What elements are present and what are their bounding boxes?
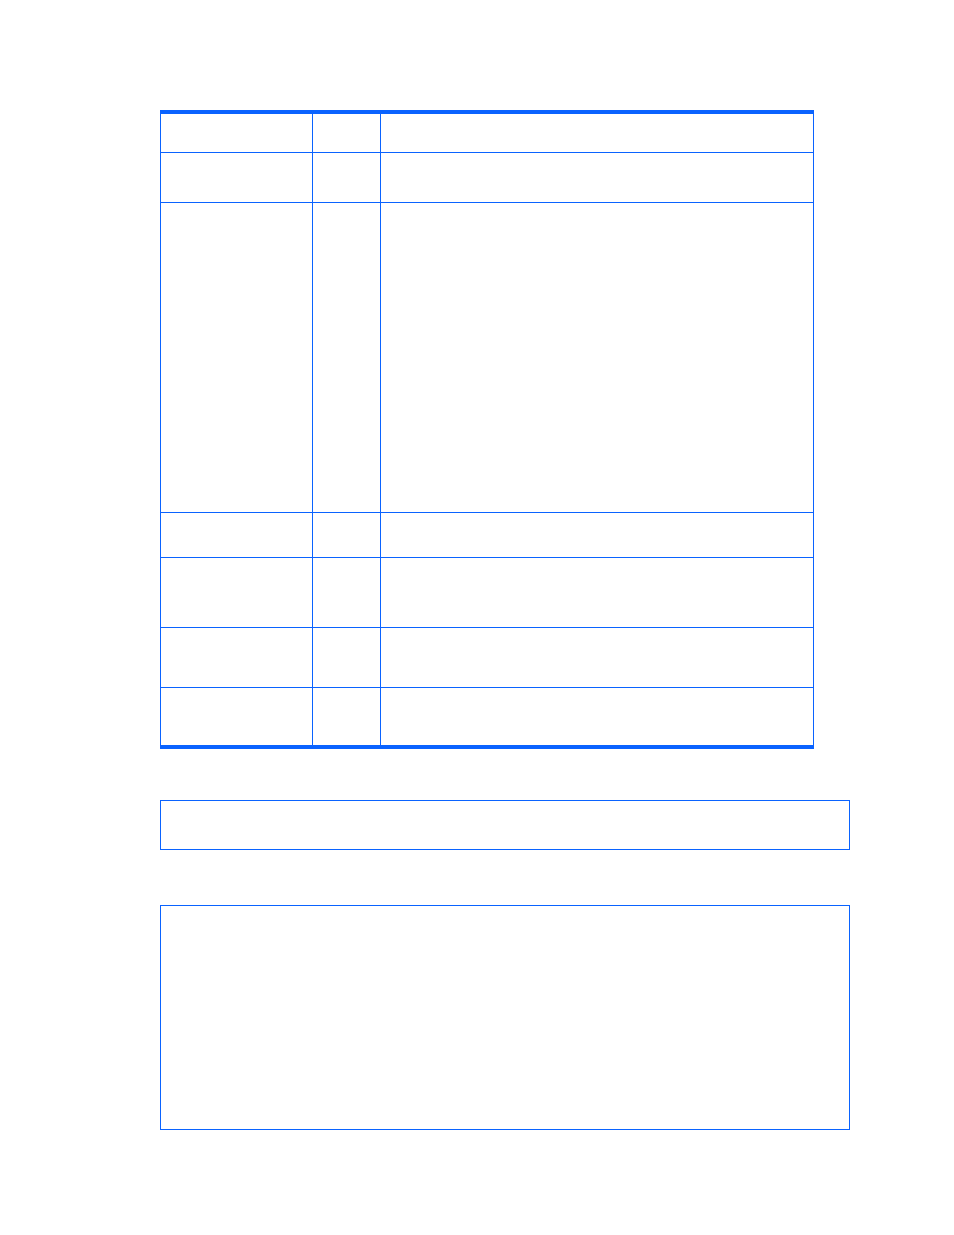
cell	[380, 512, 813, 557]
info-box-large	[160, 905, 850, 1130]
cell	[380, 112, 813, 152]
table-row	[161, 152, 814, 202]
cell	[312, 202, 380, 512]
cell	[161, 112, 313, 152]
table-row	[161, 112, 814, 152]
table-row	[161, 512, 814, 557]
cell	[312, 512, 380, 557]
cell	[380, 202, 813, 512]
cell	[161, 627, 313, 687]
table-row	[161, 557, 814, 627]
table-row	[161, 687, 814, 747]
cell	[161, 202, 313, 512]
layout-table	[160, 110, 814, 749]
table-row	[161, 202, 814, 512]
cell	[312, 112, 380, 152]
cell	[380, 627, 813, 687]
cell	[312, 687, 380, 747]
cell	[161, 512, 313, 557]
page	[0, 0, 954, 1235]
cell	[161, 557, 313, 627]
cell	[312, 627, 380, 687]
info-box-small	[160, 800, 850, 850]
cell	[161, 687, 313, 747]
cell	[380, 687, 813, 747]
cell	[312, 557, 380, 627]
cell	[312, 152, 380, 202]
cell	[380, 152, 813, 202]
cell	[161, 152, 313, 202]
cell	[380, 557, 813, 627]
table-row	[161, 627, 814, 687]
